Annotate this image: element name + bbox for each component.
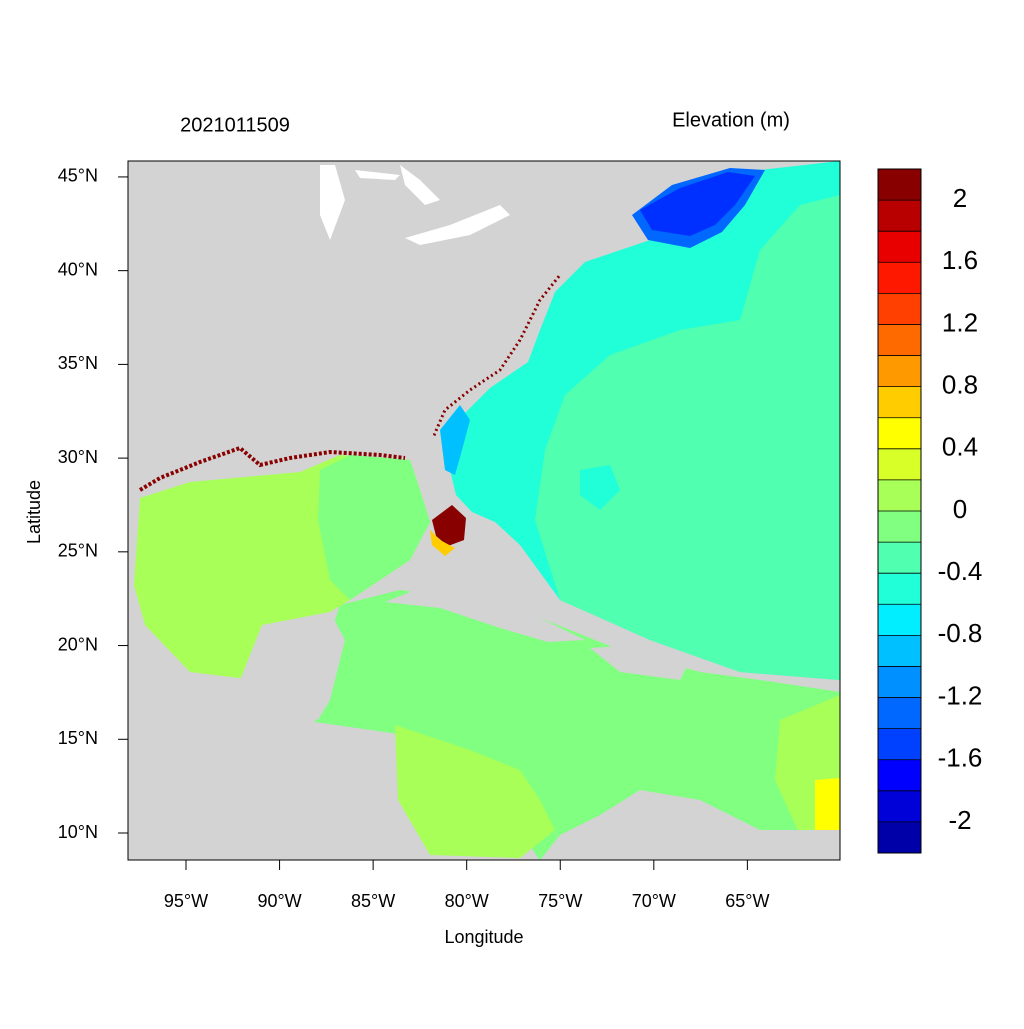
colorbar-box (878, 200, 921, 232)
colorbar-box (878, 231, 921, 263)
colorbar-box (878, 728, 921, 760)
colorbar-label: -0.8 (938, 618, 983, 648)
caribbean (315, 590, 840, 860)
colorbar-label: -0.4 (938, 556, 983, 586)
y-axis-label: Latitude (24, 480, 44, 544)
lake (355, 170, 400, 180)
colorbar-label: -2 (948, 805, 971, 835)
y-tick-label: 15°N (58, 728, 98, 748)
y-tick-label: 25°N (58, 541, 98, 561)
colorbar-box (878, 759, 921, 791)
x-tick-label: 65°W (725, 891, 769, 911)
south-caribbean (395, 725, 555, 858)
florida-high (432, 505, 466, 546)
y-tick-label: 40°N (58, 259, 98, 279)
colorbar-box (878, 697, 921, 729)
florida-edge (430, 530, 455, 556)
x-tick-label: 75°W (538, 891, 582, 911)
lake (320, 165, 345, 240)
colorbar-label: -1.2 (938, 680, 983, 710)
colorbar-box (878, 169, 921, 201)
chart-title: 2021011509 (180, 114, 290, 136)
colorbar-box (878, 262, 921, 294)
colorbar-label: 0.8 (942, 370, 978, 400)
colorbar-box (878, 511, 921, 543)
colorbar-label: 0 (953, 494, 967, 524)
x-tick-label: 95°W (164, 891, 208, 911)
lake (405, 205, 510, 245)
chart-subtitle: Elevation (m) (672, 109, 790, 131)
lake (400, 165, 440, 205)
y-tick-label: 10°N (58, 822, 98, 842)
colorbar-box (878, 386, 921, 418)
colorbar-box (878, 821, 921, 853)
x-tick-label: 70°W (632, 891, 676, 911)
coast-high-specks (430, 274, 562, 441)
south-america (540, 790, 840, 860)
x-tick-label: 80°W (445, 891, 489, 911)
se-coast-low (440, 405, 470, 475)
colorbar-box (878, 479, 921, 511)
cuba (385, 588, 585, 642)
hispaniola (590, 645, 690, 680)
colorbar-box (878, 635, 921, 667)
y-tick-label: 35°N (58, 353, 98, 373)
y-tick-label: 45°N (58, 166, 98, 186)
coast-high-specks (138, 445, 406, 492)
gulf-east (318, 455, 430, 600)
yucatan (240, 612, 345, 720)
colorbar-box (878, 355, 921, 387)
colorbar-box (878, 573, 921, 605)
colorbar-box (878, 293, 921, 325)
colorbar-box (878, 542, 921, 574)
colorbar-box (878, 666, 921, 698)
colorbar-box (878, 417, 921, 449)
colorbar-label: 1.2 (942, 307, 978, 337)
colorbar-label: 1.6 (942, 245, 978, 275)
x-axis-label: Longitude (444, 927, 523, 947)
gulf-of-maine (640, 172, 755, 236)
colorbar-box (878, 324, 921, 356)
atlantic-patch (580, 465, 620, 510)
atlantic-south (535, 195, 840, 680)
colorbar-label: -1.6 (938, 743, 983, 773)
plot-frame (127, 160, 841, 861)
colorbar-label: 0.4 (942, 432, 978, 462)
x-tick-label: 85°W (351, 891, 395, 911)
x-tick-label: 90°W (257, 891, 301, 911)
colorbar-box (878, 604, 921, 636)
colorbar-label: 2 (953, 183, 967, 213)
map (128, 161, 840, 860)
y-tick-label: 20°N (58, 634, 98, 654)
colorbar-box (878, 790, 921, 822)
colorbar-box (878, 448, 921, 480)
florida (405, 430, 452, 505)
y-tick-label: 30°N (58, 447, 98, 467)
colorbar-frame (877, 168, 922, 854)
